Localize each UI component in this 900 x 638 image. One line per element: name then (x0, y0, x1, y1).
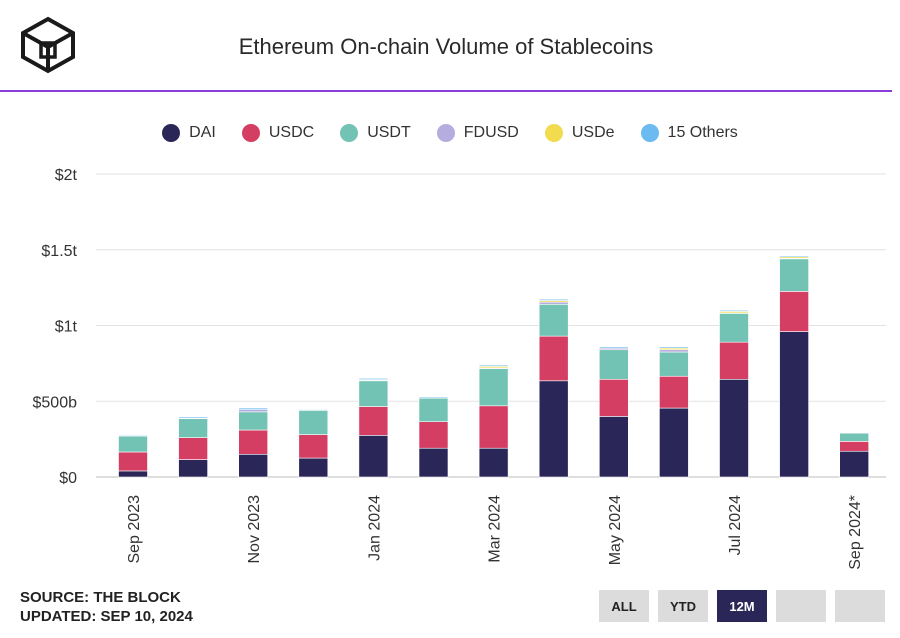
bar-segment-usdt (538, 303, 569, 337)
legend-swatch (544, 124, 563, 142)
bar-segment-fdusd (538, 301, 569, 305)
stacked-bar-chart: $0 $500b $1t $1.5t $2t Sep 2023 Nov 2023 Jan 20… (33, 167, 886, 570)
legend-item-usde[interactable]: USDe (544, 124, 615, 142)
bar-segment-15-others (478, 364, 509, 367)
bar-segment-fdusd (659, 349, 689, 353)
updated-text: UPDATED: SEP 10, 2024 (20, 608, 193, 625)
bar-segment-15-others (659, 346, 689, 349)
bar-segment-dai (118, 470, 148, 478)
chart-header: Ethereum On-chain Volume of Stablecoins (0, 0, 892, 92)
x-tick-label: Nov 2023 (246, 495, 263, 564)
bar-segment-usdt (719, 313, 749, 343)
bar-segment-dai (478, 447, 509, 478)
bar-segment-usdc (719, 341, 749, 380)
legend-label: USDe (571, 124, 615, 141)
legend-swatch (162, 124, 181, 142)
bar-segment-usdt (238, 411, 268, 431)
legend-item-fdusd[interactable]: FDUSD (436, 124, 519, 142)
x-tick-label: Mar 2024 (487, 495, 504, 563)
bar-segment-15-others (779, 255, 809, 258)
range-ytd-button[interactable]: YTD (658, 590, 708, 622)
bar-segment-usdc (779, 291, 809, 332)
legend-label: USDC (268, 124, 315, 141)
bar-segment-usdc (298, 434, 329, 459)
cube-logo-icon (21, 16, 75, 74)
legend-swatch (640, 124, 659, 142)
legend-label: 15 Others (667, 124, 738, 141)
bar-segment-15-others (238, 407, 268, 410)
bar-segment-usdc (238, 429, 268, 455)
legend-item-usdt[interactable]: USDT (340, 124, 411, 142)
bar-segment-usdc (839, 441, 870, 452)
bar-segment-dai (418, 447, 449, 478)
chart-title: Ethereum On-chain Volume of Stablecoins (238, 34, 654, 59)
bar-segment-15-others (178, 416, 208, 419)
y-tick-label: $1t (55, 319, 78, 336)
legend-swatch (340, 124, 359, 142)
bar-segment-usdt (779, 258, 809, 292)
legend-label: USDT (367, 124, 411, 141)
x-tick-label: Sep 2024* (847, 495, 864, 570)
range-blank-button-1[interactable] (776, 590, 826, 622)
bar-segment-dai (178, 459, 208, 478)
bar-segment-15-others (418, 396, 449, 399)
bar-segment-dai (598, 416, 629, 478)
bar-segment-usdt (358, 380, 389, 407)
range-blank-button-2[interactable] (835, 590, 885, 622)
bar-segment-usdt (298, 410, 329, 435)
bar-segment-usdt (598, 349, 629, 380)
bar-segment-dai (839, 450, 870, 478)
chart-footer: SOURCE: THE BLOCK UPDATED: SEP 10, 2024 (20, 588, 193, 626)
x-tick-label: Sep 2023 (126, 495, 143, 564)
bar-segment-usdt (118, 435, 148, 453)
y-tick-label: $1.5t (41, 243, 77, 260)
bar-segment-usdc (538, 335, 569, 382)
bar-segment-15-others (358, 378, 389, 380)
bar-segment-fdusd (238, 409, 268, 413)
x-tick-label: Jul 2024 (727, 495, 744, 556)
bar-segment-usdt (839, 432, 870, 442)
bar-segment-usdc (478, 405, 509, 449)
bar-segment-15-others (298, 408, 329, 411)
legend-swatch (436, 124, 455, 142)
bar-segment-usdc (178, 437, 208, 460)
chart-legend: DAI USDC USDT FDUSD USDe 15 Others (0, 124, 900, 142)
bar-segment-15-others (719, 310, 749, 312)
bar-segment-dai (238, 453, 268, 478)
bar-segment-usdt (178, 418, 208, 438)
legend-item-dai[interactable]: DAI (162, 124, 216, 142)
bar-segment-15-others (598, 346, 629, 349)
legend-label: DAI (189, 124, 216, 141)
bar-segment-usdt (418, 397, 449, 423)
bar-segment-dai (298, 457, 329, 478)
bar-segment-dai (659, 407, 689, 478)
range-controls: ALL YTD 12M (599, 590, 885, 622)
range-12m-button[interactable]: 12M (717, 590, 767, 622)
bar-segment-dai (779, 331, 809, 478)
bar-segment-15-others (118, 434, 148, 436)
y-tick-label: $0 (59, 470, 77, 487)
bar-segment-dai (719, 378, 749, 478)
bar-segment-usdc (358, 406, 389, 436)
bar-segment-dai (538, 380, 569, 478)
legend-label: FDUSD (463, 124, 519, 141)
y-tick-label: $2t (55, 167, 78, 184)
bar-segment-usdc (659, 375, 689, 409)
source-text: SOURCE: THE BLOCK (20, 589, 181, 606)
bar-segment-usdt (659, 351, 689, 377)
bar-segment-dai (358, 435, 389, 478)
bar-segment-usdc (418, 421, 449, 449)
bar-segment-15-others (538, 298, 569, 301)
legend-item-others[interactable]: 15 Others (640, 124, 738, 142)
legend-swatch (241, 124, 260, 142)
y-tick-label: $500b (33, 394, 78, 411)
bar-segment-usdt (478, 368, 509, 407)
legend-item-usdc[interactable]: USDC (241, 124, 315, 142)
x-tick-label: May 2024 (607, 495, 624, 565)
range-all-button[interactable]: ALL (599, 590, 649, 622)
bar-segment-usdc (598, 378, 629, 417)
x-tick-label: Jan 2024 (366, 495, 383, 561)
bar-segment-usdc (118, 451, 148, 472)
